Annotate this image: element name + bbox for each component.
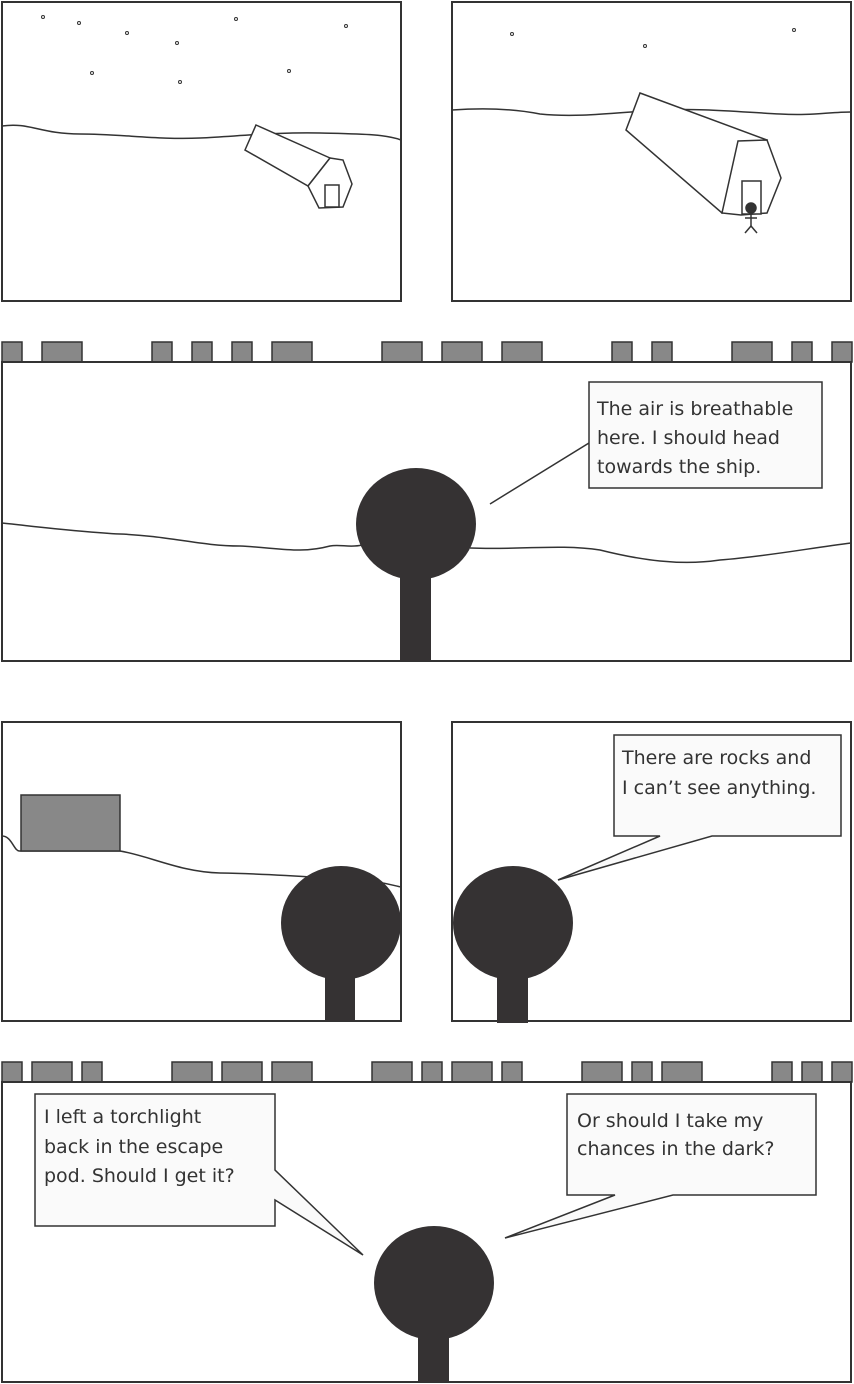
pod-front — [721, 139, 782, 216]
star — [344, 24, 348, 28]
star — [510, 32, 514, 36]
speech-text: The air is breathable here. I should hea… — [596, 398, 799, 478]
rock-block — [581, 1061, 623, 1083]
character-head — [453, 866, 573, 980]
character-silhouette — [356, 468, 476, 661]
rock-block — [771, 1061, 793, 1083]
star — [178, 80, 182, 84]
character-head — [356, 468, 476, 580]
astronaut-leg — [750, 225, 758, 234]
character-head — [374, 1226, 494, 1340]
rock-block — [791, 341, 813, 363]
speech-text: There are rocks and I can’t see anything… — [621, 747, 817, 799]
rock — [20, 794, 121, 852]
character-head — [281, 866, 401, 980]
rock-block — [421, 1061, 443, 1083]
rock-block — [271, 1061, 313, 1083]
character-silhouette — [374, 1226, 494, 1382]
rock-block — [31, 1061, 73, 1083]
star — [287, 69, 291, 73]
rock-block — [731, 341, 773, 363]
speech-text: Or should I take my chances in the dark? — [577, 1110, 774, 1160]
rock-block — [611, 341, 633, 363]
star — [792, 28, 796, 32]
horizon-line — [1, 124, 402, 141]
speech-bubble: The air is breathable here. I should hea… — [489, 381, 823, 505]
astronaut-stick-figure — [744, 202, 758, 234]
helmet-blocks — [1, 1061, 853, 1083]
star — [90, 71, 94, 75]
rock-block — [191, 341, 213, 363]
panel-4 — [1, 721, 402, 1022]
character-body — [418, 1335, 449, 1382]
speech-bubble-right: Or should I take my chances in the dark? — [504, 1093, 817, 1239]
character-body — [400, 575, 431, 661]
rock-block — [271, 341, 313, 363]
rock-block — [151, 341, 173, 363]
rock-block — [221, 1061, 263, 1083]
pod-door — [324, 184, 340, 208]
rock-block — [1, 1061, 23, 1083]
stars — [41, 15, 348, 84]
escape-pod — [244, 124, 353, 209]
helmet-blocks — [1, 341, 853, 363]
rock-block — [501, 341, 543, 363]
panel-2 — [451, 1, 852, 302]
rock-block — [41, 341, 83, 363]
rock-block — [501, 1061, 523, 1083]
panel-1-frame — [1, 1, 402, 302]
panel-3: The air is breathable here. I should hea… — [1, 341, 853, 662]
speech-bubble: There are rocks and I can’t see anything… — [557, 734, 842, 881]
rock-block — [831, 341, 853, 363]
astronaut-head — [745, 202, 757, 214]
speech-text: I left a torchlight back in the escape p… — [44, 1106, 235, 1187]
horizon-line — [1, 522, 852, 564]
rock-block — [1, 341, 23, 363]
panel-6: I left a torchlight back in the escape p… — [1, 1061, 853, 1383]
rock-block — [171, 1061, 213, 1083]
character-body — [497, 975, 528, 1023]
stars — [510, 28, 796, 48]
star — [125, 31, 129, 35]
rock-block — [381, 341, 423, 363]
panel-1 — [1, 1, 402, 302]
speech-bubble-shape — [34, 1093, 364, 1256]
speech-bubble-shape — [557, 734, 842, 881]
rock-block — [661, 1061, 703, 1083]
rock-block — [371, 1061, 413, 1083]
rock-block — [441, 341, 483, 363]
rock-block — [651, 341, 673, 363]
astronaut-leg — [744, 225, 752, 234]
rock-block — [631, 1061, 653, 1083]
rock-block — [231, 341, 253, 363]
rock-block — [451, 1061, 493, 1083]
star — [77, 21, 81, 25]
character-silhouette — [281, 866, 401, 1021]
star — [643, 44, 647, 48]
rock-block — [801, 1061, 823, 1083]
character-silhouette — [453, 866, 573, 1023]
star — [175, 41, 179, 45]
rock-block — [81, 1061, 103, 1083]
speech-bubble-shape — [504, 1093, 817, 1239]
panel-5: There are rocks and I can’t see anything… — [451, 721, 852, 1023]
speech-bubble-left: I left a torchlight back in the escape p… — [34, 1093, 364, 1256]
star — [41, 15, 45, 19]
character-body — [325, 975, 355, 1021]
star — [234, 17, 238, 21]
rock-block — [831, 1061, 853, 1083]
pod-front — [307, 157, 353, 209]
speech-bubble-shape — [489, 381, 823, 505]
